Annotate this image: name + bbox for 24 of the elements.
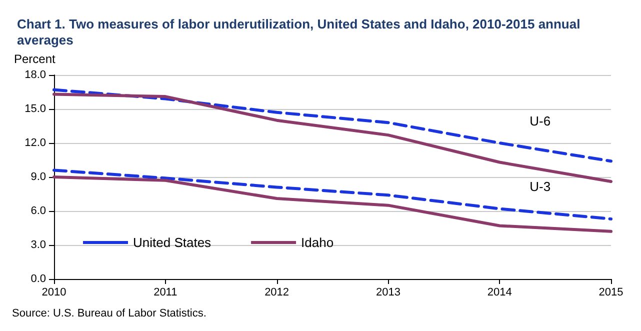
x-tick-label: 2013 <box>376 286 400 298</box>
y-axis-title: Percent <box>14 52 56 66</box>
line-series <box>52 88 612 163</box>
line-series <box>52 176 612 233</box>
legend-label: United States <box>133 235 212 250</box>
line-series <box>52 168 612 220</box>
chart-title: Chart 1. Two measures of labor underutilization, United States and Idaho, 2010-2015 annual averages <box>17 16 584 48</box>
x-tick-label: 2011 <box>154 286 178 298</box>
annotation: U-3 <box>530 179 551 194</box>
annotation: U-6 <box>530 114 551 128</box>
x-tick-label: 2015 <box>598 286 624 298</box>
y-tick-label: 15.0 <box>24 103 46 115</box>
y-tick-label: 0.0 <box>30 273 46 285</box>
x-tick-label: 2010 <box>42 286 66 298</box>
x-tick-label: 2014 <box>487 286 512 298</box>
y-tick-label: 3.0 <box>30 239 46 251</box>
y-tick-label: 6.0 <box>30 205 46 217</box>
y-tick-label: 12.0 <box>24 137 46 149</box>
line-series <box>52 92 612 184</box>
source-note: Source: U.S. Bureau of Labor Statistics. <box>12 308 206 320</box>
y-tick-label: 18.0 <box>24 69 46 81</box>
x-tick-label: 2012 <box>264 286 290 298</box>
y-tick-label: 9.0 <box>30 171 46 183</box>
legend-label: Idaho <box>301 235 334 250</box>
